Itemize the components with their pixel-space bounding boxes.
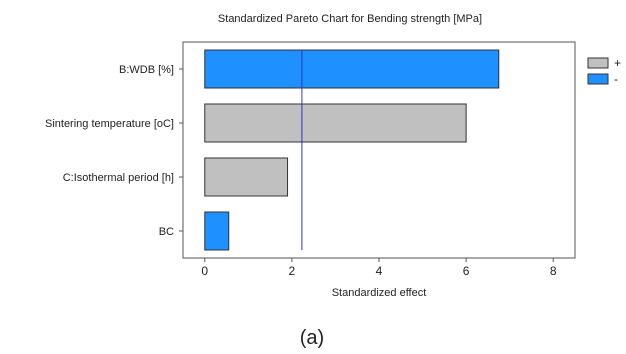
chart-title: Standardized Pareto Chart for Bending st… xyxy=(218,13,482,25)
category-label: B:WDB [%] xyxy=(119,64,174,76)
figure-caption: (a) xyxy=(300,327,324,349)
x-tick-label: 4 xyxy=(376,264,383,278)
category-label: BC xyxy=(159,226,174,238)
category-labels: B:WDB [%] Sintering temperature [oC] C:Iso… xyxy=(45,64,183,238)
legend-swatch xyxy=(587,73,609,85)
x-axis-title: Standardized effect xyxy=(332,287,427,299)
x-tick-label: 8 xyxy=(550,264,557,278)
x-tick-label: 6 xyxy=(463,264,470,278)
x-tick-label: 0 xyxy=(201,264,208,278)
bar xyxy=(204,103,467,143)
legend-label: + xyxy=(614,56,621,70)
category-label: Sintering temperature [oC] xyxy=(45,118,174,130)
bar xyxy=(204,211,230,251)
x-axis-ticks: 0 2 4 6 8 xyxy=(201,258,557,278)
category-label: C:Isothermal period [h] xyxy=(63,172,174,184)
bars-group xyxy=(204,49,500,251)
bar xyxy=(204,157,289,197)
x-tick-label: 2 xyxy=(289,264,296,278)
bar xyxy=(204,49,500,89)
legend-swatch xyxy=(587,57,609,69)
legend: +- xyxy=(587,56,621,86)
legend-label: - xyxy=(614,72,618,86)
